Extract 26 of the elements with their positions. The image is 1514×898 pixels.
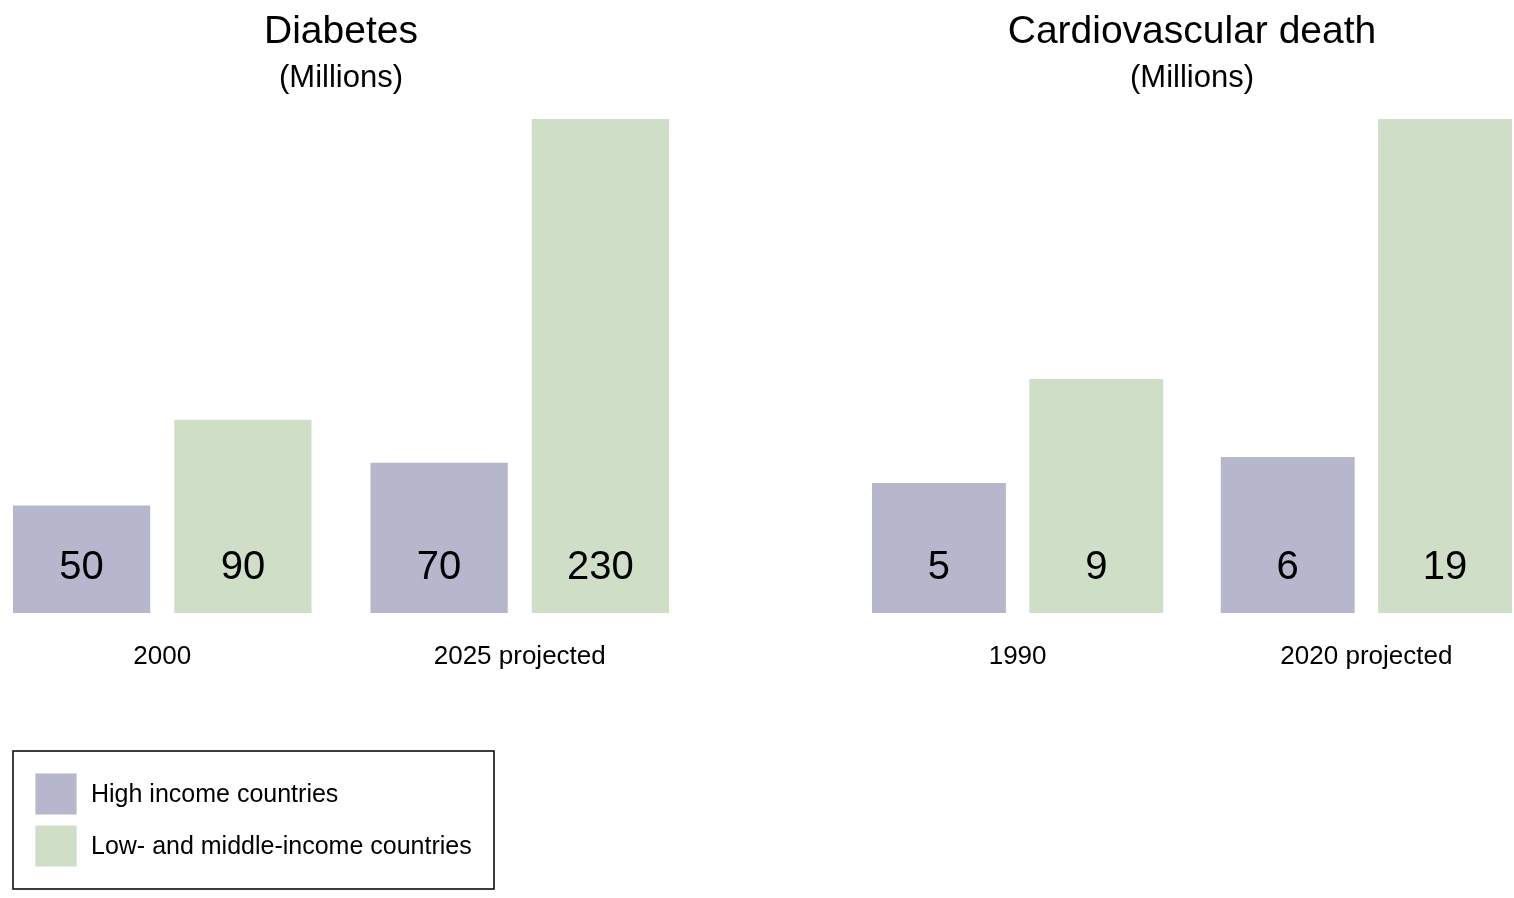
legend-label: Low- and middle-income countries <box>91 831 472 859</box>
bar <box>13 505 151 613</box>
x-tick-label: 2000 <box>133 639 192 670</box>
data-label: 230 <box>567 543 634 587</box>
data-label: 9 <box>1085 543 1108 587</box>
bar <box>174 419 312 613</box>
x-tick-label: 2025 projected <box>433 639 606 670</box>
data-label: 6 <box>1276 543 1299 587</box>
data-label: 90 <box>220 543 266 587</box>
chart-title: Cardiovascular death <box>1007 8 1377 51</box>
data-label: 50 <box>59 543 104 587</box>
bar <box>1220 457 1355 613</box>
legend-label: High income countries <box>91 779 339 807</box>
data-label: 5 <box>927 543 951 587</box>
bar <box>370 462 508 613</box>
data-label: 70 <box>416 543 462 587</box>
chart-subtitle: (Millions) <box>279 59 403 94</box>
x-tick-label: 2020 projected <box>1280 639 1453 670</box>
x-tick-label: 1990 <box>988 639 1047 670</box>
chart-subtitle: (Millions) <box>1130 59 1254 94</box>
bar <box>531 119 669 613</box>
data-label: 19 <box>1422 543 1468 587</box>
bar <box>872 483 1006 613</box>
chart-title: Diabetes <box>264 8 418 51</box>
bar <box>1378 119 1512 613</box>
bar <box>1029 379 1164 613</box>
